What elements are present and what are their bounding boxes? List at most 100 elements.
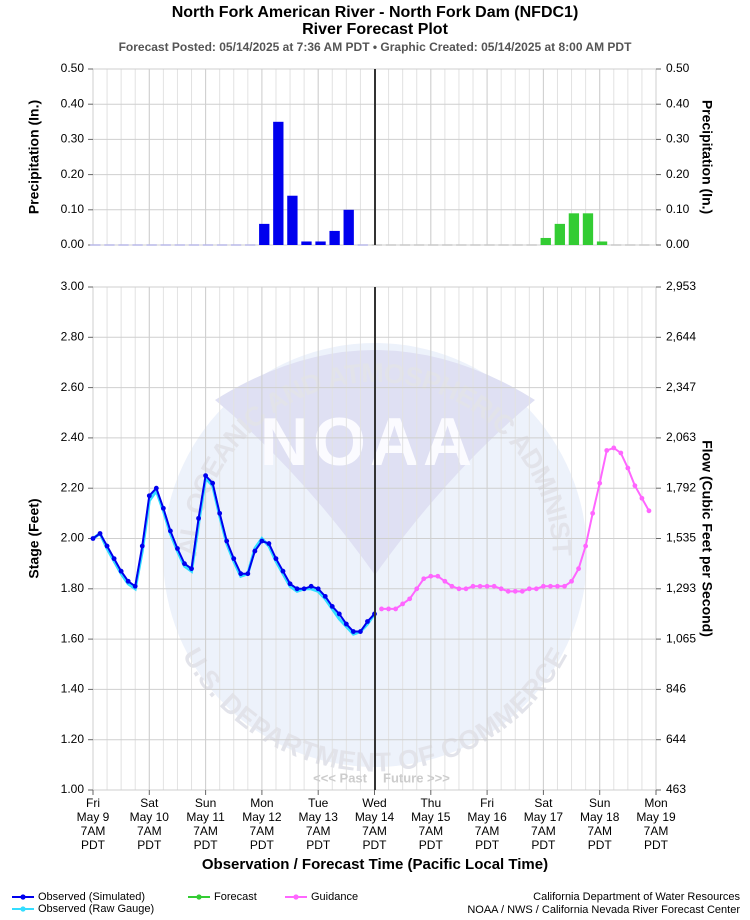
series-point [203, 473, 209, 479]
y-tick-label: 1.20 [61, 732, 85, 746]
series-point [224, 538, 230, 544]
bar [301, 241, 312, 245]
credit-line-1: California Department of Water Resources [533, 891, 740, 903]
series-point [343, 621, 349, 627]
series-point [238, 571, 244, 577]
series-point [252, 548, 258, 554]
x-tick-label: 7AM [644, 824, 669, 838]
series-point [168, 528, 173, 534]
x-tick-label: Wed [362, 796, 386, 810]
x-tick-label: PDT [475, 838, 500, 852]
series-point [470, 583, 476, 589]
bar [287, 195, 298, 245]
y-axis-label: Precipitation (In.) [26, 100, 42, 214]
legend-dot [20, 894, 26, 900]
series-point [118, 568, 124, 574]
y-tick-label: 1.00 [61, 782, 85, 796]
bar [554, 223, 565, 245]
series-point [210, 480, 216, 486]
x-tick-label: 7AM [250, 824, 275, 838]
x-tick-label: Sat [140, 796, 159, 810]
series-point [386, 606, 391, 612]
series-point [533, 586, 539, 592]
y-tick-label: 2.60 [61, 380, 85, 394]
y-tick-label: 0.20 [61, 167, 85, 181]
series-point [322, 593, 328, 599]
bar [259, 223, 270, 245]
x-tick-label: PDT [194, 838, 219, 852]
x-tick-label: 7AM [362, 824, 387, 838]
bar [343, 209, 354, 245]
y-tick-label: 0.00 [61, 237, 85, 251]
x-tick-label: 7AM [531, 824, 556, 838]
series-point [491, 583, 497, 589]
series-point [632, 483, 638, 489]
series-point [365, 619, 370, 624]
series-point [90, 536, 96, 541]
y2-tick-label: 1,535 [666, 531, 696, 545]
series-point [358, 629, 363, 634]
x-tick-label: PDT [363, 838, 388, 852]
y2-tick-label: 644 [666, 732, 686, 746]
bar [582, 213, 594, 245]
subtitle: Forecast Posted: 05/14/2025 at 7:36 AM P… [119, 40, 633, 54]
series-point [125, 578, 131, 584]
x-tick-label: May 9 [77, 810, 110, 824]
series-point [583, 543, 589, 549]
series-point [182, 561, 187, 567]
series-point [421, 576, 427, 582]
series-point [329, 604, 335, 609]
y2-tick-label: 0.50 [666, 61, 690, 75]
legend-label: Observed (Raw Gauge) [38, 903, 154, 915]
bar [315, 241, 326, 245]
title-line-2: River Forecast Plot [302, 21, 449, 38]
series-point [379, 606, 384, 612]
series-point [196, 515, 201, 521]
series-point [308, 583, 314, 589]
series-point [294, 586, 300, 592]
legend-dot [196, 894, 202, 900]
x-tick-label: PDT [588, 838, 613, 852]
series-point [646, 508, 652, 514]
y2-tick-label: 846 [666, 682, 686, 696]
x-tick-label: 7AM [193, 824, 218, 838]
series-point [555, 583, 560, 589]
x-axis-label: Observation / Forecast Time (Pacific Loc… [202, 856, 548, 873]
series-point [456, 586, 462, 592]
y2-tick-label: 0.40 [666, 96, 690, 110]
bar [329, 230, 340, 245]
series-point [111, 556, 117, 562]
future-label: Future >>> [383, 770, 450, 785]
plots: 0.00 0.10 0.20 0.30 0.40 0.50 0.00 0.10 0.20 0.30… [12, 61, 715, 915]
x-tick-label: Sun [589, 796, 610, 810]
y2-tick-label: 0.30 [666, 132, 690, 146]
x-tick-label: May 16 [467, 810, 507, 824]
series-point [604, 448, 610, 453]
x-tick-label: May 12 [242, 810, 282, 824]
legend-label: Guidance [311, 891, 358, 903]
y-tick-label: 1.40 [61, 682, 85, 696]
y2-tick-label: 2,347 [666, 380, 696, 394]
series-point [245, 571, 251, 577]
series-point [301, 586, 307, 592]
series-point [625, 465, 631, 471]
x-tick-label: May 13 [299, 810, 339, 824]
series-point [189, 566, 194, 572]
x-tick-label: 7AM [81, 824, 106, 838]
x-tick-label: Mon [644, 796, 667, 810]
legend-dot [293, 894, 299, 900]
bar [568, 213, 580, 245]
y2-tick-label: 0.10 [666, 202, 690, 216]
series-point [526, 586, 532, 592]
series-point [287, 581, 293, 587]
series-point [97, 531, 103, 536]
series-point [435, 573, 441, 579]
series-point [132, 583, 138, 589]
y-tick-label: 1.60 [61, 631, 85, 645]
x-tick-label: May 10 [130, 810, 170, 824]
series-point [428, 573, 434, 579]
y-tick-label: 0.40 [61, 96, 85, 110]
y-tick-label: 1.80 [61, 581, 85, 595]
y2-tick-label: 1,065 [666, 631, 696, 645]
watermark: NOAA NATIONAL OCEANIC AND ATMOSPHERIC AD… [0, 0, 587, 778]
